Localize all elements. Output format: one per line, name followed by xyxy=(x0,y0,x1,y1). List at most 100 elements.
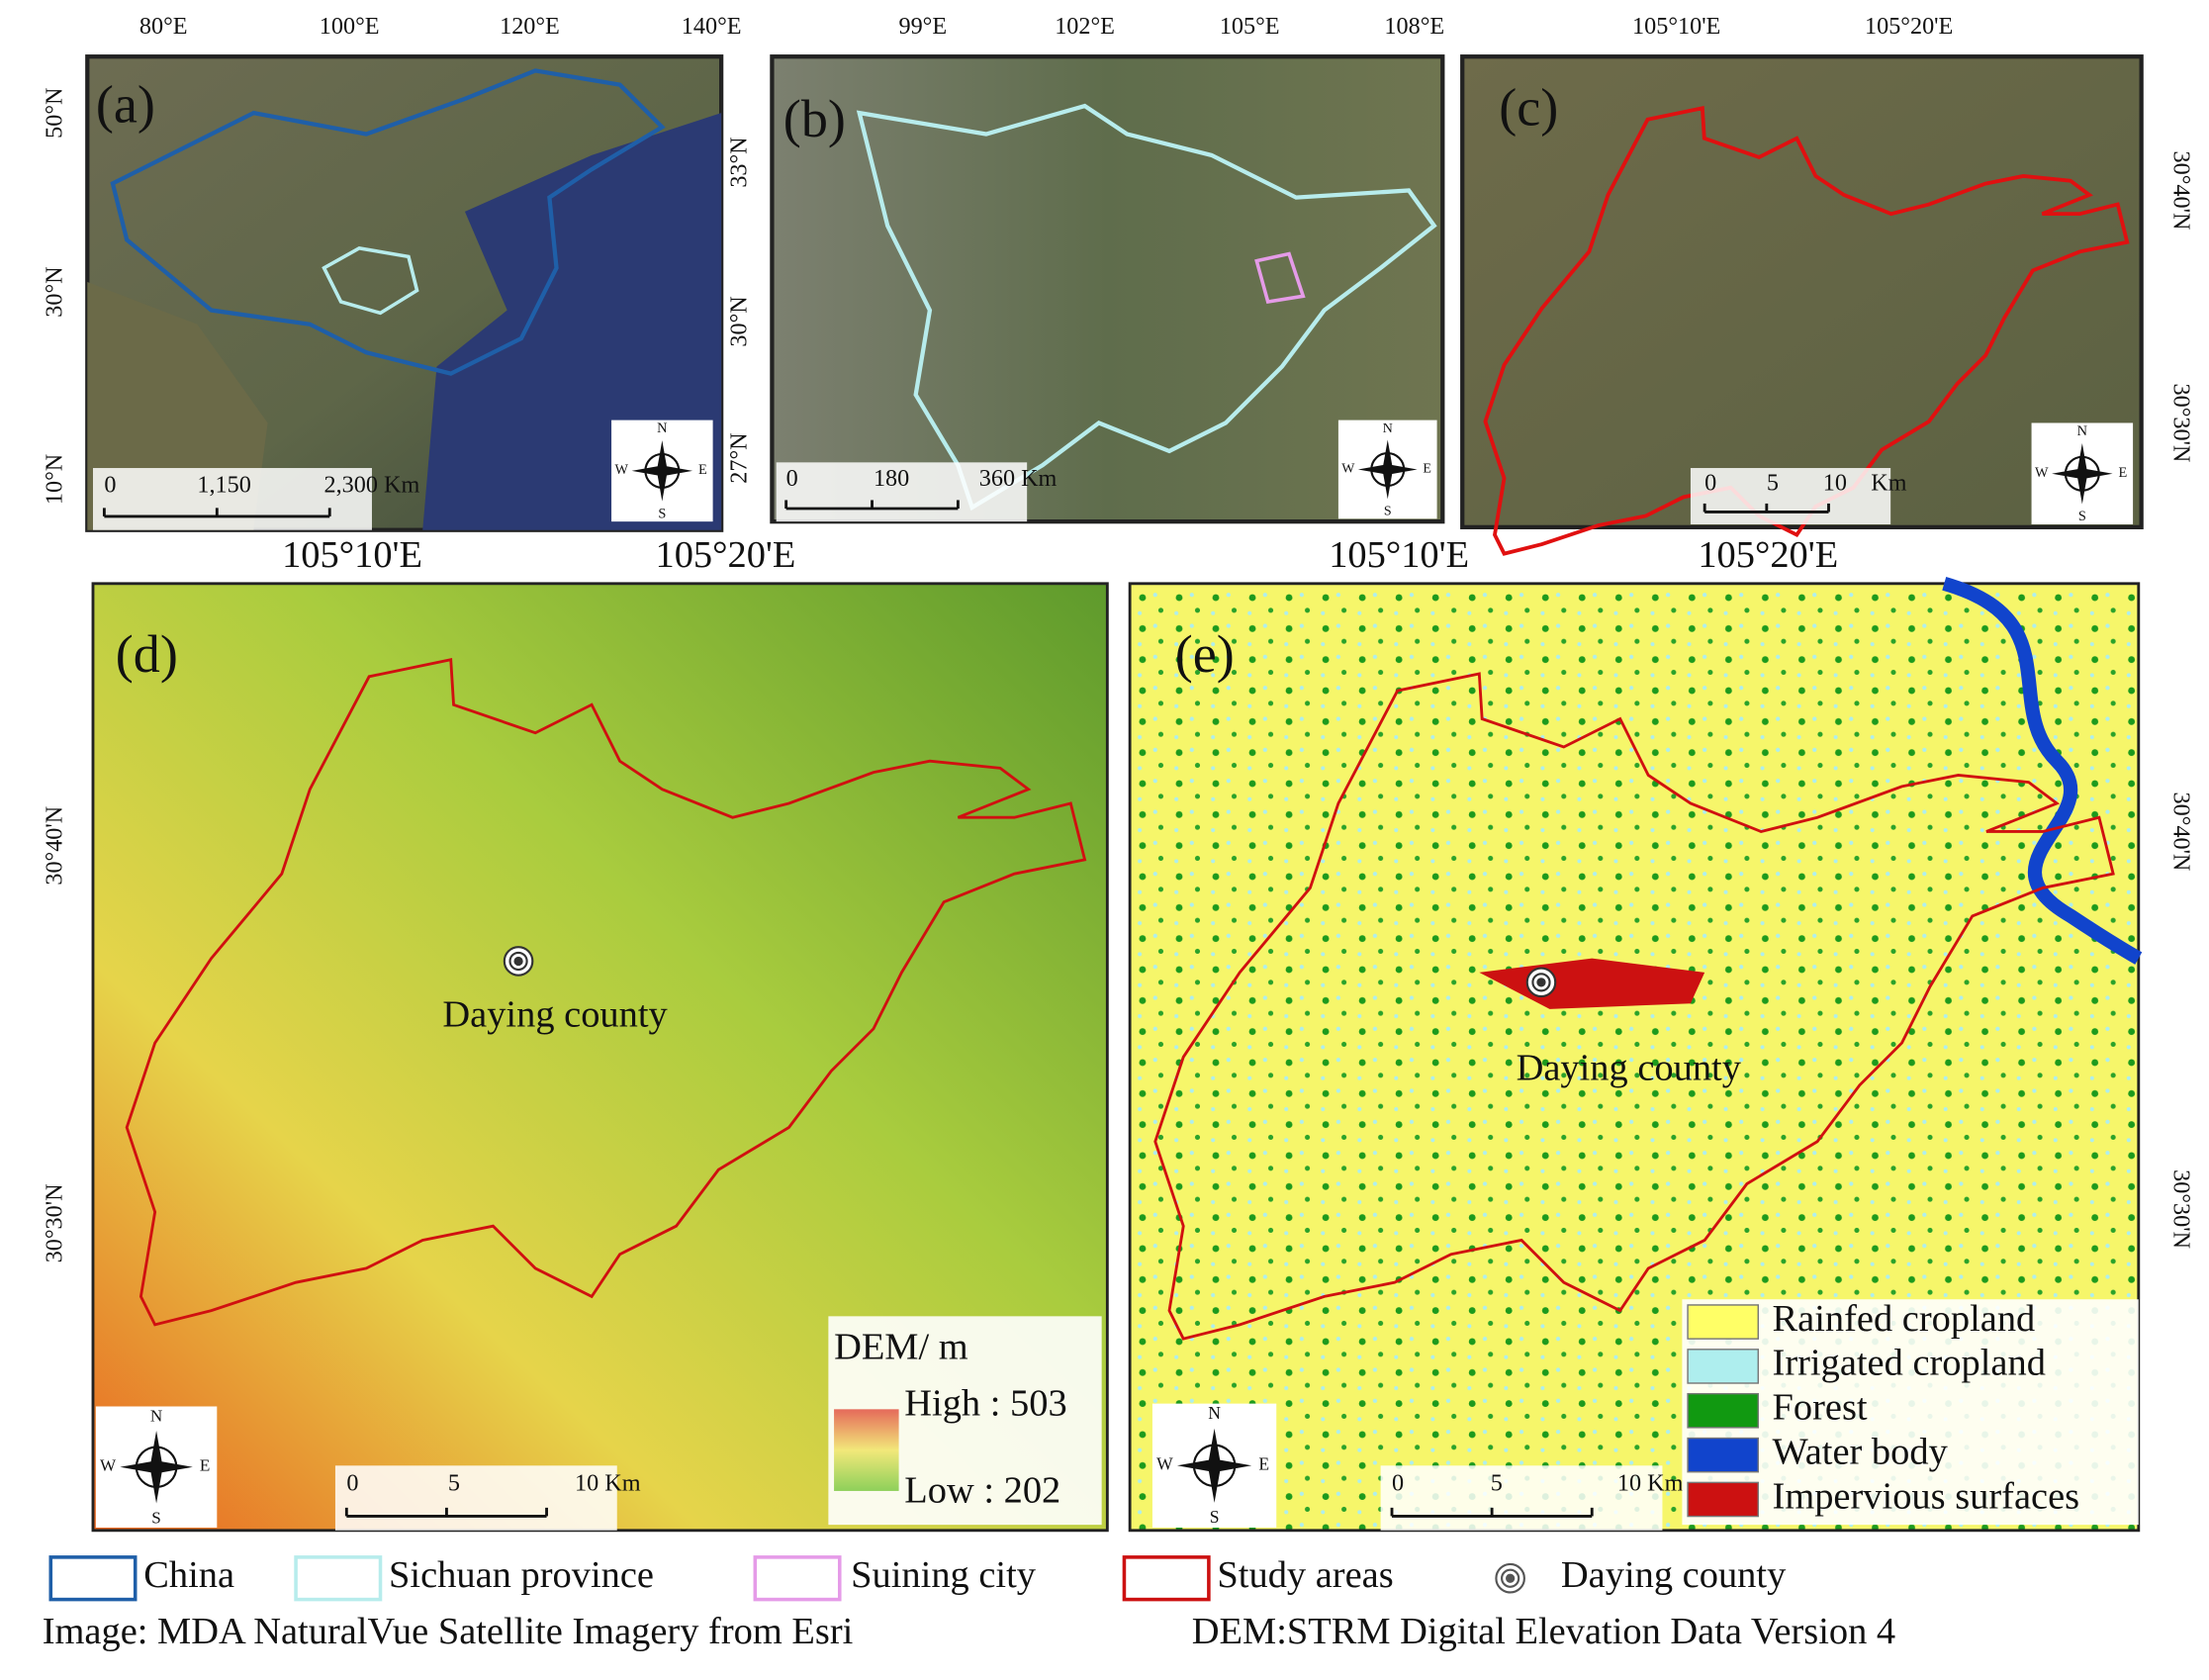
lon-tick-label: 99°E xyxy=(898,13,947,40)
lon-tick-label: 105°20'E xyxy=(655,534,795,576)
lat-tick-label: 50°N xyxy=(42,87,68,138)
legend-label: Irrigated cropland xyxy=(1773,1343,2046,1384)
river xyxy=(1942,576,2143,965)
lon-tick-label: 140°E xyxy=(682,13,742,40)
legend-swatch xyxy=(1687,1437,1759,1473)
scale-label: 10 Km xyxy=(575,1470,641,1497)
lat-tick-label: 30°N xyxy=(726,296,753,346)
legend-swatch xyxy=(753,1555,842,1602)
legend-swatch xyxy=(1687,1481,1759,1518)
compass-letter: E xyxy=(1423,462,1431,477)
panel-b-map xyxy=(770,54,1445,524)
credit: DEM:STRM Digital Elevation Data Version … xyxy=(1192,1611,1895,1652)
compass-letter: N xyxy=(1383,421,1393,436)
lat-tick-label: 30°N xyxy=(42,266,68,317)
legend-label: Water body xyxy=(1773,1431,1949,1472)
lat-tick-label: 30°40'N xyxy=(2168,151,2195,231)
compass-letter: N xyxy=(150,1406,162,1425)
compass-star xyxy=(1176,1428,1252,1503)
legend-swatch xyxy=(1687,1304,1759,1340)
scale-label: 0 xyxy=(1704,470,1716,497)
compass-letter: W xyxy=(2035,465,2049,481)
compass-letter: N xyxy=(2077,423,2088,439)
scale-label: 0 xyxy=(786,465,798,492)
panel-label: (c) xyxy=(1499,78,1558,138)
compass-letter: S xyxy=(658,506,666,521)
lon-tick-label: 105°20'E xyxy=(1698,534,1838,576)
lon-tick-label: 100°E xyxy=(320,13,380,40)
legend-swatch xyxy=(1687,1392,1759,1429)
legend-label: Rainfed cropland xyxy=(1773,1298,2036,1340)
sichuan-boundary xyxy=(322,246,419,316)
panel-label: (e) xyxy=(1175,624,1235,684)
legend-label: Impervious surfaces xyxy=(1773,1475,2080,1517)
compass-letter: E xyxy=(2118,465,2127,481)
scale-label: 10 Km xyxy=(1617,1470,1684,1497)
lon-tick-label: 105°10'E xyxy=(282,534,422,576)
scale-label: 1,150 xyxy=(197,471,250,498)
lat-tick-label: 27°N xyxy=(726,432,753,483)
compass-star xyxy=(1357,439,1418,500)
scale-label: 0 xyxy=(104,471,116,498)
lon-tick-label: 105°10'E xyxy=(1632,13,1720,40)
scale-label: 180 xyxy=(874,465,909,492)
dem-ramp xyxy=(834,1409,899,1491)
scale-label: 360 Km xyxy=(979,465,1058,492)
legend-label: Suining city xyxy=(851,1554,1037,1596)
lat-tick-label: 10°N xyxy=(42,454,68,505)
lon-tick-label: 105°10'E xyxy=(1329,534,1469,576)
compass-star xyxy=(631,440,693,502)
county-marker xyxy=(1536,978,1546,987)
compass-letter: E xyxy=(1258,1453,1269,1473)
lon-tick-label: 108°E xyxy=(1384,13,1444,40)
legend-label: Daying county xyxy=(1561,1554,1787,1596)
legend-swatch xyxy=(48,1555,138,1602)
county-marker xyxy=(513,956,523,967)
legend-label: Forest xyxy=(1773,1387,1868,1429)
compass-letter: W xyxy=(615,462,629,478)
compass-letter: W xyxy=(100,1456,117,1475)
compass-letter: S xyxy=(151,1508,161,1527)
compass-star xyxy=(120,1430,193,1504)
compass-letter: W xyxy=(1156,1453,1173,1473)
lat-tick-label: 30°30'N xyxy=(42,1183,68,1262)
scale-bar-box xyxy=(1690,468,1891,524)
lon-tick-label: 105°E xyxy=(1220,13,1280,40)
panel-label: (d) xyxy=(116,624,178,684)
legend-title: DEM/ m xyxy=(834,1326,968,1367)
compass-letter: S xyxy=(2078,509,2086,524)
legend-low: Low : 202 xyxy=(904,1470,1060,1512)
compass-letter: E xyxy=(698,462,707,478)
legend-swatch xyxy=(1122,1555,1211,1602)
scale-bar-box xyxy=(776,462,1028,522)
scale-bar-box xyxy=(1380,1465,1663,1531)
scale-label: Km xyxy=(1871,470,1906,497)
scale-label: 0 xyxy=(346,1470,358,1497)
scale-bar-box xyxy=(334,1465,617,1531)
lat-tick-label: 30°40'N xyxy=(2168,793,2195,872)
panel-label: (b) xyxy=(783,89,846,148)
legend-label: Sichuan province xyxy=(389,1554,654,1596)
scale-bar-box xyxy=(92,468,372,530)
compass-star xyxy=(2052,442,2113,505)
scale-label: 5 xyxy=(1491,1470,1503,1497)
place-label: Daying county xyxy=(1517,1047,1742,1088)
compass-letter: E xyxy=(200,1456,210,1475)
compass-letter: N xyxy=(657,420,668,436)
compass-letter: W xyxy=(1341,462,1355,477)
lat-tick-label: 30°40'N xyxy=(42,806,68,886)
compass-letter: N xyxy=(1208,1403,1221,1423)
credit: Image: MDA NaturalVue Satellite Imagery … xyxy=(43,1611,854,1652)
lon-tick-label: 80°E xyxy=(139,13,188,40)
legend-swatch xyxy=(294,1555,383,1602)
lat-tick-label: 30°30'N xyxy=(2168,384,2195,463)
sichuan-boundary xyxy=(856,103,1437,512)
legend-label: China xyxy=(143,1554,234,1596)
lat-tick-label: 33°N xyxy=(726,137,753,187)
scale-label: 0 xyxy=(1392,1470,1404,1497)
panel-c-map xyxy=(1460,54,2144,529)
lon-tick-label: 105°20'E xyxy=(1865,13,1953,40)
scale-label: 2,300 Km xyxy=(324,471,420,498)
